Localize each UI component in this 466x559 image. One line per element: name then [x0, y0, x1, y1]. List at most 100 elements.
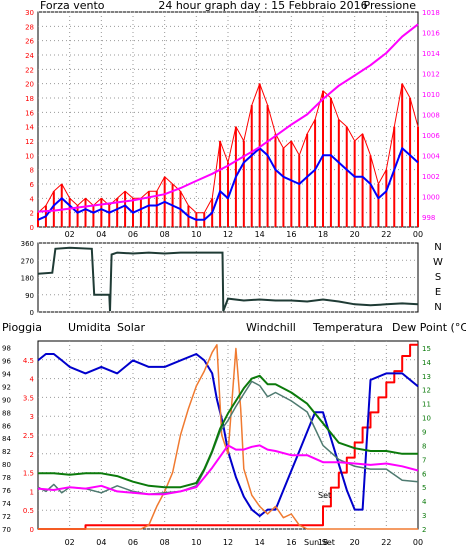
wind-gust-line: [37, 83, 419, 214]
wind-tick-label: 22: [25, 66, 34, 74]
x-tick-label: 12: [223, 230, 233, 239]
x-tick-label: 02: [65, 538, 75, 547]
x-tick-label: 14: [255, 230, 265, 239]
x-tick-label: 08: [160, 538, 170, 547]
compass-label: W: [433, 257, 443, 268]
wind-tick-label: 16: [25, 109, 34, 117]
x-tick-label: 16: [286, 538, 296, 547]
chart-title: 24 hour graph day : 15 Febbraio 2016: [158, 0, 367, 12]
x-tick-label: 22: [381, 538, 391, 547]
x-tick-label: 22: [381, 230, 391, 239]
legend-temperature: Temperatura: [312, 321, 383, 334]
wind-tick-label: 8: [30, 167, 34, 175]
pressure-tick-label: 998: [422, 214, 435, 222]
humidity-tick-label: 74: [2, 500, 11, 508]
pressure-tick-label: 1002: [422, 173, 440, 181]
wind-tick-label: 6: [30, 181, 35, 189]
humidity-tick-label: 82: [2, 448, 11, 456]
x-tick-label: 04: [96, 230, 106, 239]
wind-tick-label: 18: [25, 95, 34, 103]
humidity-tick-label: 72: [2, 513, 11, 521]
temperature-tick-label: 9: [422, 429, 426, 437]
x-tick-label: 20: [350, 230, 360, 239]
temperature-tick-label: 4: [422, 498, 427, 506]
rain-tick-label: 4.5: [23, 357, 34, 365]
temperature-tick-label: 2: [422, 526, 426, 534]
temperature-tick-label: 7: [422, 456, 426, 464]
direction-tick-label: 0: [30, 309, 34, 317]
x-tick-label: 16: [286, 230, 296, 239]
x-tick-label: 18: [318, 538, 328, 547]
panel-direction-grid: [38, 242, 418, 313]
wind-avg-line: [37, 147, 419, 221]
x-tick-label: 06: [128, 538, 138, 547]
legend-solar: Solar: [117, 321, 146, 334]
humidity-line: [37, 353, 419, 517]
pressure-title: Pressione: [364, 0, 417, 12]
rain-tick-label: 2: [30, 451, 34, 459]
compass-label: N: [434, 242, 441, 253]
direction-tick-label: 360: [21, 240, 34, 248]
pressure-tick-label: 1000: [422, 193, 440, 201]
x-tick-label: 04: [96, 538, 106, 547]
compass-label: S: [435, 272, 441, 283]
humidity-tick-label: 76: [2, 487, 11, 495]
temperature-tick-label: 13: [422, 373, 431, 381]
wind-tick-label: 24: [25, 52, 34, 60]
temperature-tick-label: 3: [422, 512, 426, 520]
solar-line: [38, 344, 418, 530]
x-tick-label: 00: [413, 230, 423, 239]
series-layer: [37, 23, 419, 530]
rain-tick-label: 3: [30, 413, 34, 421]
wind-tick-label: 20: [25, 81, 34, 89]
pressure-tick-label: 1014: [422, 50, 440, 58]
humidity-tick-label: 94: [2, 370, 11, 378]
humidity-tick-label: 88: [2, 409, 11, 417]
rain-tick-label: 2.5: [23, 432, 34, 440]
x-tick-label: 02: [65, 230, 75, 239]
humidity-tick-label: 80: [2, 461, 11, 469]
x-tick-label: 14: [255, 538, 265, 547]
temperature-tick-label: 10: [422, 415, 431, 423]
legend-humidity: Umidita: [68, 321, 111, 334]
pressure-line: [37, 23, 419, 213]
rain-tick-label: 0: [30, 526, 34, 534]
x-tick-label: 08: [160, 230, 170, 239]
wind-title: Forza vento: [40, 0, 105, 12]
rain-tick-label: 4: [30, 376, 35, 384]
pressure-tick-label: 1004: [422, 152, 440, 160]
x-tick-label: 10: [191, 538, 201, 547]
windchill-line: [37, 380, 419, 495]
wind-tick-label: 10: [25, 152, 34, 160]
compass-label: N: [434, 302, 441, 313]
direction-tick-label: 270: [21, 257, 34, 265]
temperature-tick-label: 14: [422, 359, 431, 367]
legend-dewpoint: Dew Point (°C): [392, 321, 466, 334]
temperature-tick-label: 15: [422, 345, 431, 353]
set-annotation: Set: [318, 491, 331, 500]
pressure-tick-label: 1016: [422, 29, 440, 37]
pressure-tick-label: 1010: [422, 91, 440, 99]
pressure-tick-label: 1018: [422, 9, 440, 17]
temperature-tick-label: 11: [422, 401, 431, 409]
x-tick-label: 20: [350, 538, 360, 547]
wind-tick-label: 26: [25, 38, 34, 46]
rain-tick-label: 1: [30, 488, 34, 496]
sunset-annotation: Sun Set: [304, 538, 335, 547]
legend-rain: Pioggia: [2, 321, 42, 334]
temperature-tick-label: 12: [422, 387, 431, 395]
pressure-tick-label: 1012: [422, 70, 440, 78]
rain-tick-label: 3.5: [23, 394, 34, 402]
temperature-line: [38, 374, 418, 489]
temperature-tick-label: 6: [422, 470, 427, 478]
wind-direction-line: [37, 246, 419, 312]
x-tick-label: 06: [128, 230, 138, 239]
rain-line: [38, 343, 418, 530]
dewpoint-line: [37, 444, 419, 496]
x-tick-label: 12: [223, 538, 233, 547]
humidity-tick-label: 70: [2, 526, 11, 534]
x-tick-label: 10: [191, 230, 201, 239]
humidity-tick-label: 92: [2, 383, 11, 391]
